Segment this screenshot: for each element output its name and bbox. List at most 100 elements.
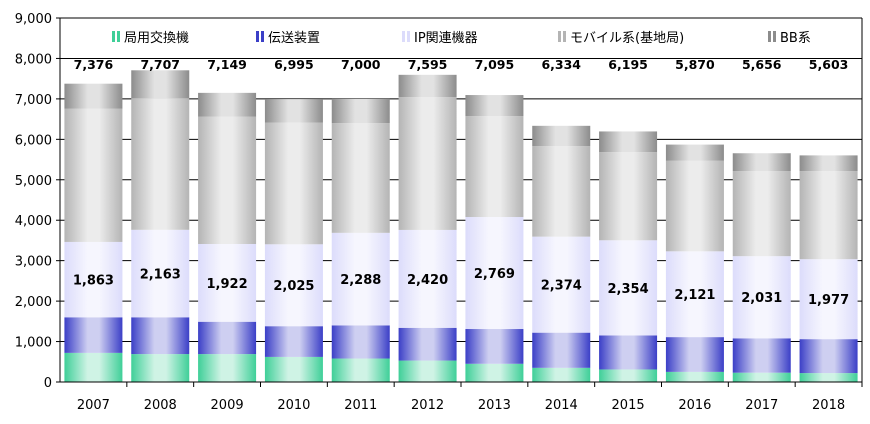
ip-value-label: 2,374 xyxy=(541,279,582,294)
bar-segment xyxy=(465,217,524,330)
total-value-label: 5,870 xyxy=(675,57,715,72)
bar-segment xyxy=(732,171,791,257)
bar-segment xyxy=(532,332,591,368)
total-value-label: 7,707 xyxy=(140,57,180,72)
bar-segment xyxy=(665,144,724,161)
y-tick-label: 7,000 xyxy=(15,93,52,108)
ip-value-label: 2,163 xyxy=(140,268,181,283)
legend-swatch xyxy=(558,31,561,42)
total-value-label: 7,595 xyxy=(408,57,448,72)
bar-segment xyxy=(599,369,658,382)
ip-value-label: 2,769 xyxy=(474,267,515,282)
bar-segment xyxy=(665,160,724,252)
x-tick-label: 2007 xyxy=(77,398,110,413)
bar-segment xyxy=(331,358,390,382)
y-tick-label: 5,000 xyxy=(15,174,52,189)
legend-label: IP関連機器 xyxy=(414,31,478,46)
bar-segment xyxy=(131,317,190,355)
bar-segment xyxy=(264,356,323,382)
ip-value-label: 2,420 xyxy=(407,273,448,288)
ip-value-label: 2,121 xyxy=(674,288,715,303)
bar-segment xyxy=(599,240,658,336)
y-tick-label: 9,000 xyxy=(15,12,52,27)
x-tick-label: 2014 xyxy=(545,398,578,413)
bar-segment xyxy=(465,95,524,117)
x-tick-label: 2011 xyxy=(344,398,377,413)
y-tick-label: 1,000 xyxy=(15,336,52,351)
bar-segment xyxy=(532,236,591,333)
bar-segment xyxy=(532,367,591,382)
bar-segment xyxy=(599,335,658,370)
x-tick-label: 2016 xyxy=(678,398,711,413)
bar-segment xyxy=(665,251,724,338)
bar-segment xyxy=(264,326,323,357)
x-tick-label: 2018 xyxy=(812,398,845,413)
bar-segment xyxy=(198,354,257,382)
y-tick-label: 4,000 xyxy=(15,214,52,229)
legend-label: 局用交換機 xyxy=(124,30,189,46)
bar-segment xyxy=(665,337,724,372)
legend-swatch xyxy=(261,31,264,42)
legend-swatch xyxy=(768,31,771,42)
y-tick-label: 3,000 xyxy=(15,255,52,270)
bar-segment xyxy=(799,259,858,340)
y-tick-label: 8,000 xyxy=(15,52,52,67)
ip-value-label: 2,031 xyxy=(741,291,782,306)
legend-label: BB系 xyxy=(780,31,811,46)
bar-segment xyxy=(732,372,791,382)
bar-segment xyxy=(131,98,190,230)
bar-segment xyxy=(64,241,123,318)
legend-label: モバイル系(基地局) xyxy=(570,31,684,46)
bar-segment xyxy=(665,371,724,382)
ip-value-label: 1,922 xyxy=(207,277,248,292)
bar-segment xyxy=(732,153,791,172)
bar-segment xyxy=(131,229,190,318)
total-value-label: 7,095 xyxy=(475,57,515,72)
bar-segment xyxy=(398,360,457,382)
bar-segment xyxy=(799,373,858,382)
total-value-label: 7,376 xyxy=(74,57,114,72)
bar-segment xyxy=(64,83,123,109)
bar-segment xyxy=(198,116,257,245)
bar-segment xyxy=(732,256,791,339)
legend-swatch xyxy=(407,31,410,42)
legend-swatch xyxy=(402,31,405,42)
ip-value-label: 2,354 xyxy=(608,282,649,297)
bar-segment xyxy=(465,116,524,218)
bar-segment xyxy=(331,98,390,124)
bar-segment xyxy=(799,339,858,374)
bar-segment xyxy=(198,92,257,117)
x-tick-label: 2009 xyxy=(211,398,244,413)
legend-swatch xyxy=(117,31,120,42)
legend-swatch xyxy=(563,31,566,42)
x-tick-label: 2008 xyxy=(144,398,177,413)
x-tick-label: 2013 xyxy=(478,398,511,413)
y-tick-label: 0 xyxy=(44,376,52,391)
bar-segment xyxy=(64,352,123,382)
bar-segment xyxy=(331,325,390,359)
legend: 局用交換機 伝送装置 IP関連機器 モバイル系(基地局) BB系 xyxy=(112,30,811,46)
bar-segment xyxy=(264,244,323,327)
bar-segment xyxy=(532,125,591,147)
bar-segment xyxy=(264,99,323,123)
total-value-label: 7,149 xyxy=(207,57,247,72)
bar-segment xyxy=(398,74,457,98)
total-value-label: 5,656 xyxy=(742,57,782,72)
total-value-label: 6,334 xyxy=(541,57,581,72)
ip-value-label: 1,977 xyxy=(808,293,849,308)
total-value-label: 7,000 xyxy=(341,57,381,72)
y-tick-label: 6,000 xyxy=(15,133,52,148)
bar-segment xyxy=(599,152,658,241)
bar-segment xyxy=(732,338,791,373)
x-tick-label: 2017 xyxy=(745,398,778,413)
bar-segment xyxy=(465,329,524,364)
bar-segment xyxy=(799,171,858,260)
ip-value-label: 2,025 xyxy=(273,279,314,294)
gridlines xyxy=(60,17,862,383)
bar-segment xyxy=(64,108,123,242)
bar-segment xyxy=(532,146,591,237)
x-tick-label: 2015 xyxy=(612,398,645,413)
legend-label: 伝送装置 xyxy=(268,31,320,46)
ip-value-label: 1,863 xyxy=(73,274,114,289)
